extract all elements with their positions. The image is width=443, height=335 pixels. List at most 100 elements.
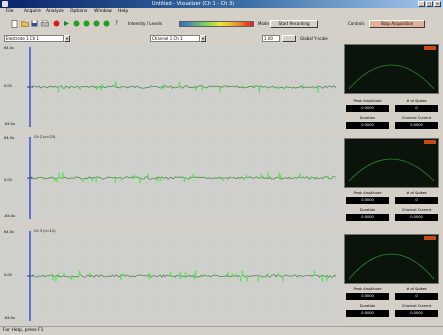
param-label: # of Spikes: [406, 287, 427, 291]
spike-marker: [231, 273, 233, 276]
marker-icon[interactable]: [102, 19, 111, 28]
spike-marker: [89, 272, 91, 276]
scope-indicator: [424, 46, 436, 50]
param-value: 0.0000: [346, 105, 389, 112]
spike-marker: [278, 172, 280, 178]
menu-file[interactable]: File: [6, 9, 14, 14]
settings-label: Controls: [348, 21, 365, 26]
menu-window[interactable]: Window: [94, 9, 112, 14]
spike-marker: [193, 273, 195, 276]
param-value: 0.0000: [346, 310, 389, 317]
intensity-label: Intensity / Levels: [128, 21, 162, 26]
channel-trace-3[interactable]: [2, 228, 342, 324]
channel-select-arrow-icon[interactable]: ▾: [64, 35, 70, 42]
spike-marker: [133, 174, 135, 178]
spike-marker: [58, 173, 60, 178]
scope-indicator: [424, 236, 436, 240]
intensity-levels-bar[interactable]: [179, 21, 254, 27]
spike-marker: [276, 87, 278, 90]
zoom-button[interactable]: [282, 35, 296, 42]
record-button[interactable]: Start Recording: [270, 20, 318, 28]
spike-marker: [120, 178, 123, 181]
record-icon[interactable]: [82, 19, 91, 28]
spike-marker: [310, 176, 312, 178]
offset-select-arrow-icon[interactable]: ▾: [200, 35, 206, 42]
step-icon[interactable]: [62, 19, 71, 28]
channel-trace-2[interactable]: [2, 134, 342, 222]
menu-help[interactable]: Help: [118, 9, 129, 14]
channel-panel-1: 64.0u 0.00 -64.0u: [2, 44, 342, 130]
new-file-icon[interactable]: [10, 19, 19, 28]
title-bar[interactable]: [0, 0, 443, 8]
print-icon[interactable]: [40, 19, 49, 28]
waveform-scope-2[interactable]: [344, 138, 439, 188]
channel-trace-1[interactable]: [2, 44, 342, 130]
app-icon: [2, 1, 8, 7]
stop-icon[interactable]: [52, 19, 61, 28]
spike-marker: [195, 87, 197, 91]
param-label: # of Spikes: [406, 191, 427, 195]
param-label: Peak Amplitude: [353, 191, 382, 195]
spike-marker: [297, 276, 300, 279]
channel-panel-3: Ch 3 (n=11) 64.0u 0.00 -64.0u: [2, 228, 342, 324]
zoom-field[interactable]: 1.00: [262, 35, 280, 42]
signal-trace: [29, 176, 337, 180]
param-value: 0.0000: [395, 214, 438, 221]
spike-marker: [267, 273, 269, 276]
y-axis-bottom-label: -64.0u: [4, 122, 16, 126]
param-label: Peak Amplitude: [353, 99, 382, 103]
save-icon[interactable]: [30, 19, 39, 28]
spike-marker: [326, 276, 328, 281]
offset-select[interactable]: Channel 1 Ch 1: [150, 35, 200, 42]
minimize-icon[interactable]: _: [418, 1, 425, 7]
window-title: Untitled - Visualizer (Ch 1 - Ch 3): [151, 1, 235, 7]
y-axis-mid-label: 0.00: [4, 178, 12, 182]
spike-marker: [258, 87, 261, 93]
menu-options[interactable]: Options: [70, 9, 88, 14]
spike-marker: [101, 84, 104, 87]
spike-marker: [56, 178, 58, 183]
close-icon[interactable]: ×: [434, 1, 441, 7]
param-value: 0: [395, 293, 438, 300]
spike-marker: [222, 178, 224, 181]
spike-marker: [321, 276, 324, 282]
signal-trace: [29, 274, 337, 278]
spike-marker: [257, 276, 260, 282]
channel-select[interactable]: Electrode 1 Ch 1: [4, 35, 64, 42]
open-folder-icon[interactable]: [20, 19, 29, 28]
menu-bar: [0, 8, 443, 16]
play-icon[interactable]: [72, 19, 81, 28]
help-icon[interactable]: ?: [114, 19, 119, 27]
spike-marker: [227, 271, 229, 276]
channel-header: Ch 3 (n=11): [34, 229, 56, 233]
status-text: For Help, press F1: [3, 328, 44, 333]
spike-marker: [96, 87, 98, 90]
menu-acquire[interactable]: Acquire: [24, 9, 41, 14]
spike-marker: [241, 270, 244, 276]
spike-marker: [147, 173, 149, 178]
param-value: 0.0000: [346, 293, 389, 300]
spike-marker: [317, 87, 319, 93]
alert-button[interactable]: Stop Acquisition: [369, 20, 425, 28]
spike-marker: [160, 87, 162, 90]
y-axis-mid-label: 0.00: [4, 273, 12, 277]
param-value: 0.0000: [346, 214, 389, 221]
param-label: # of Spikes: [406, 99, 427, 103]
spike-marker: [179, 276, 181, 279]
spike-marker: [277, 273, 279, 276]
menu-analyze[interactable]: Analyze: [46, 9, 64, 14]
spike-marker: [243, 178, 246, 181]
waveform-scope-3[interactable]: [344, 234, 439, 284]
spike-marker: [255, 84, 257, 87]
spike-marker: [187, 178, 190, 181]
waveform-scope-1[interactable]: [344, 44, 439, 94]
mode-label: Mode: [258, 21, 269, 26]
spike-marker: [91, 178, 94, 182]
param-label: Channel Current: [401, 116, 432, 120]
y-axis-mid-label: 0.00: [4, 84, 12, 88]
pause-icon[interactable]: [92, 19, 101, 28]
param-label: Duration: [359, 208, 376, 212]
param-value: 0.0000: [395, 122, 438, 129]
maximize-icon[interactable]: □: [426, 1, 433, 7]
spike-marker: [170, 271, 172, 276]
